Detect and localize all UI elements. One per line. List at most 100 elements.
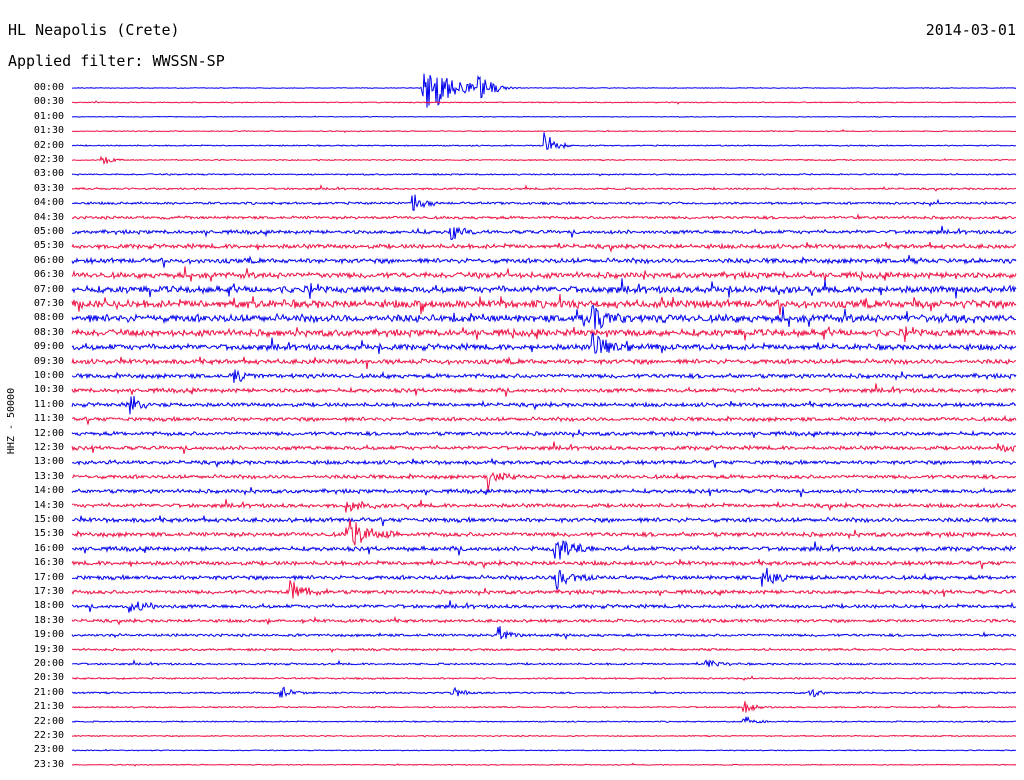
time-tick-label: 06:30 bbox=[33, 269, 64, 281]
trace-row-0230 bbox=[72, 155, 1017, 166]
trace-row-2330 bbox=[71, 762, 1017, 767]
trace-row-1030 bbox=[71, 383, 1017, 397]
trace-row-1600 bbox=[71, 540, 1017, 560]
trace-row-1330 bbox=[71, 471, 1017, 491]
time-tick-label: 09:30 bbox=[33, 355, 64, 367]
trace-row-0800 bbox=[71, 304, 1017, 330]
trace-row-0700 bbox=[71, 278, 1017, 299]
time-tick-label: 00:30 bbox=[33, 96, 64, 108]
time-tick-label: 16:00 bbox=[33, 542, 64, 554]
time-tick-label: 06:00 bbox=[33, 254, 64, 266]
trace-row-0900 bbox=[71, 332, 1017, 355]
time-tick-label: 13:00 bbox=[33, 456, 64, 468]
trace-row-1430 bbox=[71, 499, 1017, 513]
time-tick-label: 08:30 bbox=[33, 326, 64, 338]
time-tick-label: 19:00 bbox=[33, 629, 64, 641]
time-tick-label: 10:30 bbox=[33, 384, 64, 396]
trace-row-0000 bbox=[72, 73, 1017, 108]
time-tick-label: 07:30 bbox=[33, 298, 64, 309]
time-tick-label: 16:30 bbox=[33, 557, 64, 569]
trace-row-0030 bbox=[71, 100, 1017, 105]
trace-row-0430 bbox=[71, 213, 1017, 222]
trace-row-0730 bbox=[71, 293, 1017, 315]
time-tick-label: 03:30 bbox=[33, 182, 64, 194]
time-tick-label: 04:30 bbox=[33, 211, 64, 223]
station-title: HL Neapolis (Crete) bbox=[8, 21, 180, 39]
trace-row-1630 bbox=[71, 557, 1017, 570]
time-tick-label: 11:30 bbox=[33, 413, 64, 425]
trace-row-0500 bbox=[71, 225, 1017, 241]
trace-row-1000 bbox=[71, 369, 1017, 383]
trace-row-1800 bbox=[71, 600, 1016, 613]
record-date: 2014-03-01 bbox=[925, 21, 1016, 39]
trace-row-1700 bbox=[71, 567, 1017, 592]
time-tick-label: 21:00 bbox=[33, 686, 64, 698]
time-tick-label: 05:00 bbox=[33, 226, 64, 237]
trace-row-2100 bbox=[71, 686, 1017, 698]
trace-row-1300 bbox=[71, 458, 1017, 469]
time-tick-label: 17:30 bbox=[33, 586, 64, 597]
trace-row-2030 bbox=[71, 675, 1017, 682]
time-tick-label: 12:30 bbox=[33, 442, 64, 453]
trace-row-0630 bbox=[71, 266, 1017, 282]
time-tick-label: 13:30 bbox=[33, 470, 64, 482]
time-tick-label: 01:00 bbox=[33, 110, 64, 122]
time-tick-label: 11:00 bbox=[33, 398, 64, 410]
trace-row-0330 bbox=[71, 183, 1017, 192]
trace-row-1230 bbox=[71, 441, 1017, 455]
time-tick-label: 22:00 bbox=[33, 715, 64, 727]
time-tick-label: 20:00 bbox=[33, 658, 64, 669]
time-tick-label: 15:30 bbox=[33, 528, 64, 540]
trace-row-1530 bbox=[71, 519, 1017, 546]
trace-row-1730 bbox=[71, 580, 1017, 599]
trace-row-0400 bbox=[71, 194, 1017, 211]
time-tick-label: 02:30 bbox=[33, 154, 64, 165]
trace-row-1100 bbox=[71, 395, 1017, 415]
time-tick-label: 20:30 bbox=[33, 672, 64, 684]
trace-row-0200 bbox=[71, 132, 1017, 151]
time-tick-label: 12:00 bbox=[33, 427, 64, 439]
trace-row-2000 bbox=[71, 659, 1017, 667]
time-tick-label: 17:00 bbox=[33, 571, 64, 583]
trace-row-0130 bbox=[71, 128, 1017, 134]
trace-row-0300 bbox=[71, 172, 1017, 177]
trace-row-1200 bbox=[71, 429, 1017, 439]
time-tick-label: 18:00 bbox=[33, 600, 64, 612]
time-tick-label: 22:30 bbox=[33, 730, 64, 741]
time-tick-label: 01:30 bbox=[33, 125, 64, 137]
time-tick-label: 09:00 bbox=[33, 341, 64, 353]
time-tick-label: 23:00 bbox=[33, 744, 64, 756]
time-tick-label: 07:00 bbox=[33, 283, 64, 295]
time-tick-label: 19:30 bbox=[33, 643, 64, 655]
trace-row-0600 bbox=[71, 254, 1017, 268]
time-tick-label: 15:00 bbox=[33, 514, 64, 525]
trace-row-0530 bbox=[71, 241, 1017, 253]
trace-row-0100 bbox=[72, 115, 1017, 118]
trace-row-1900 bbox=[71, 626, 1017, 641]
trace-row-1830 bbox=[71, 615, 1017, 626]
time-tick-label: 10:00 bbox=[33, 370, 64, 381]
time-tick-label: 00:00 bbox=[33, 82, 64, 93]
filter-label: Applied filter: WWSSN-SP bbox=[8, 52, 225, 70]
trace-row-1930 bbox=[71, 647, 1016, 654]
time-tick-label: 21:30 bbox=[33, 701, 64, 713]
trace-row-2200 bbox=[71, 715, 1017, 724]
time-tick-labels: 00:00 00:30 01:00 01:30 02:00 02:30 03:00 03:30… bbox=[0, 0, 64, 780]
time-tick-label: 23:30 bbox=[33, 758, 64, 770]
time-tick-label: 14:00 bbox=[33, 485, 64, 497]
trace-row-1400 bbox=[71, 487, 1017, 498]
time-tick-label: 18:30 bbox=[33, 614, 64, 626]
trace-row-0830 bbox=[71, 326, 1017, 343]
time-tick-label: 02:00 bbox=[33, 139, 64, 151]
trace-row-2130 bbox=[72, 701, 1017, 713]
time-tick-label: 08:00 bbox=[33, 312, 64, 324]
trace-row-0930 bbox=[71, 356, 1016, 369]
trace-row-1130 bbox=[72, 414, 1017, 425]
trace-row-1500 bbox=[72, 515, 1017, 527]
time-tick-label: 14:30 bbox=[33, 499, 64, 511]
time-tick-label: 03:00 bbox=[33, 168, 64, 180]
time-tick-label: 04:00 bbox=[33, 197, 64, 209]
trace-row-2230 bbox=[71, 734, 1017, 738]
time-tick-label: 05:30 bbox=[33, 240, 64, 252]
